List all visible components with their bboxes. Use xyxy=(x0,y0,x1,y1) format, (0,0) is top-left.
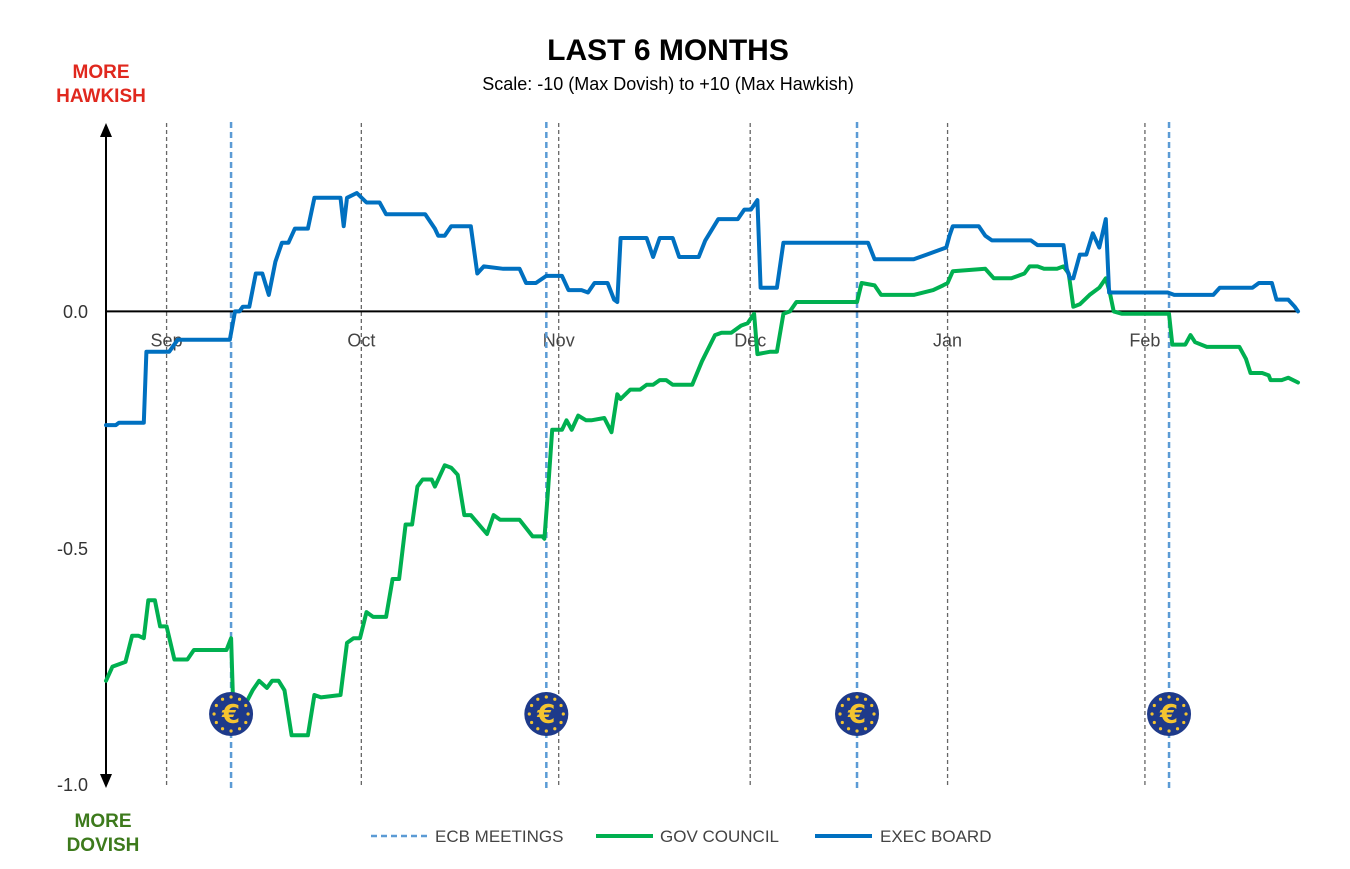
euro-icon: € xyxy=(524,692,569,736)
month-tick-label: Dec xyxy=(734,330,766,350)
month-gridlines xyxy=(165,123,1146,787)
more-dovish-label-line2: DOVISH xyxy=(67,835,140,856)
svg-text:€: € xyxy=(536,700,555,730)
month-tick-label: Oct xyxy=(347,330,375,350)
y-tick-label: 0.0 xyxy=(63,302,88,322)
legend-exec-board-label: EXEC BOARD xyxy=(880,827,991,846)
month-tick-label: Jan xyxy=(933,330,962,350)
legend-gov-council-label: GOV COUNCIL xyxy=(660,827,779,846)
legend-ecb-meetings-label: ECB MEETINGS xyxy=(435,827,563,846)
exec-board-line xyxy=(104,191,1300,428)
svg-text:€: € xyxy=(1159,700,1178,730)
more-dovish-label-line1: MORE xyxy=(75,811,132,832)
euro-icon: € xyxy=(835,692,880,736)
more-hawkish-label-line1: MORE xyxy=(73,62,130,83)
chart-title: LAST 6 MONTHS xyxy=(547,34,789,67)
chart-subtitle: Scale: -10 (Max Dovish) to +10 (Max Hawk… xyxy=(482,74,854,94)
y-axis-arrow-up-icon xyxy=(100,123,112,137)
legend: ECB MEETINGS GOV COUNCIL EXEC BOARD xyxy=(371,827,991,846)
svg-text:€: € xyxy=(221,700,240,730)
euro-icon: € xyxy=(209,692,254,736)
gov-council-line xyxy=(104,264,1300,738)
euro-icon: € xyxy=(1147,692,1192,736)
y-axis-arrow-down-icon xyxy=(100,774,112,788)
more-hawkish-label-line2: HAWKISH xyxy=(56,86,146,107)
month-tick-label: Nov xyxy=(543,330,575,350)
y-tick-label: -1.0 xyxy=(57,775,88,795)
ecb-meeting-lines xyxy=(229,122,1171,789)
y-tick-label: -0.5 xyxy=(57,539,88,559)
month-tick-label: Feb xyxy=(1129,330,1160,350)
svg-text:€: € xyxy=(847,700,866,730)
ecb-meeting-badges: € € € € xyxy=(209,692,1192,736)
